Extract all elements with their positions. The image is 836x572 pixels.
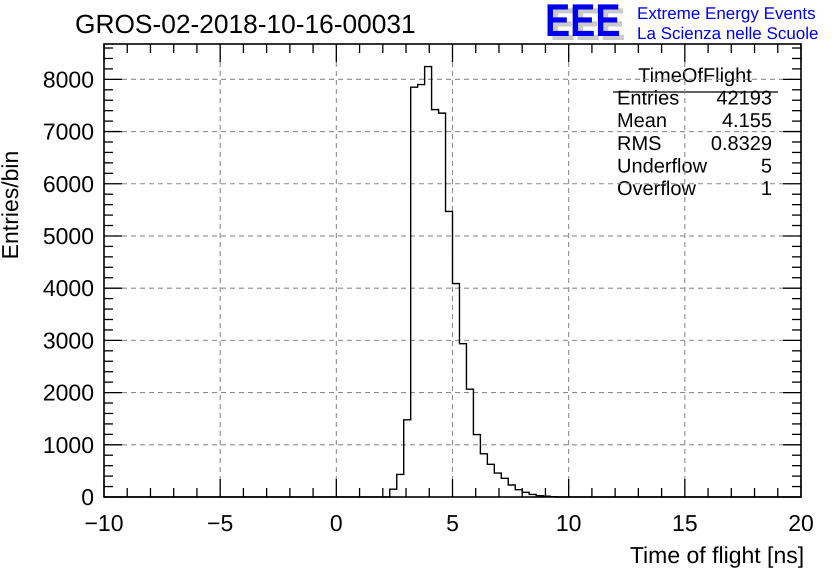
svg-text:8000: 8000 [43,66,94,92]
svg-text:0: 0 [330,510,343,536]
svg-text:1000: 1000 [43,432,94,458]
svg-text:42193: 42193 [716,88,772,110]
svg-text:5: 5 [446,510,459,536]
svg-text:EEE: EEE [545,0,620,46]
svg-text:TimeOfFlight: TimeOfFlight [638,65,752,87]
svg-text:20: 20 [788,510,814,536]
svg-text:−10: −10 [84,510,123,536]
svg-text:5: 5 [761,156,772,178]
svg-text:Entries/bin: Entries/bin [0,151,23,260]
svg-text:Mean: Mean [617,110,667,132]
svg-text:3000: 3000 [43,327,94,353]
svg-text:La Scienza nelle Scuole: La Scienza nelle Scuole [637,24,818,43]
svg-text:GROS-02-2018-10-16-00031: GROS-02-2018-10-16-00031 [75,9,416,39]
svg-text:Extreme Energy Events: Extreme Energy Events [637,4,816,23]
svg-text:1: 1 [761,178,772,200]
svg-text:4.155: 4.155 [722,110,772,132]
svg-text:7000: 7000 [43,119,94,145]
svg-text:0: 0 [81,484,94,510]
svg-text:5000: 5000 [43,223,94,249]
svg-text:6000: 6000 [43,171,94,197]
svg-text:−5: −5 [207,510,233,536]
svg-text:Underflow: Underflow [617,156,708,178]
svg-text:Entries: Entries [617,88,679,110]
svg-text:2000: 2000 [43,380,94,406]
svg-text:10: 10 [556,510,582,536]
svg-text:Time of flight [ns]: Time of flight [ns] [630,542,804,568]
svg-text:0.8329: 0.8329 [711,133,772,155]
svg-text:RMS: RMS [617,133,661,155]
svg-text:15: 15 [672,510,698,536]
svg-text:4000: 4000 [43,275,94,301]
